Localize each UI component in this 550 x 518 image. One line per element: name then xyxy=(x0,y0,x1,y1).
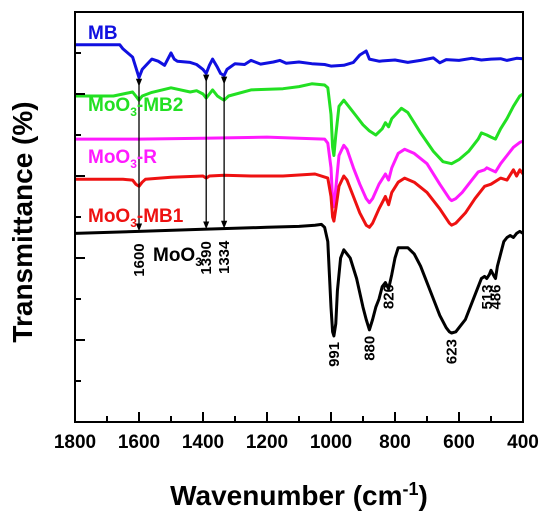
series-label-3: MoO3-MB1 xyxy=(88,206,184,230)
series-label-0: MB xyxy=(88,23,118,44)
peak-label: 513 xyxy=(479,284,496,309)
peak-label: 1334 xyxy=(216,240,233,274)
x-tick-label: 1200 xyxy=(246,432,288,453)
x-tick-label: 600 xyxy=(443,432,475,453)
x-axis-title: Wavenumber (cm-1) xyxy=(170,479,428,511)
x-tick-label: 1000 xyxy=(310,432,352,453)
peak-label: 820 xyxy=(381,284,398,309)
x-tick-label: 1600 xyxy=(118,432,160,453)
arrow-layer xyxy=(135,74,228,232)
peak-label: 486 xyxy=(487,284,504,309)
y-axis-title: Transmittance (%) xyxy=(7,101,38,342)
series-line-2 xyxy=(75,135,524,209)
series-label-2: MoO3-R xyxy=(88,147,157,171)
peak-label: 1390 xyxy=(198,241,215,274)
x-tick-label: 1400 xyxy=(182,432,224,453)
peak-label: 623 xyxy=(444,339,461,364)
series-line-1 xyxy=(75,82,524,166)
series-layer xyxy=(74,43,525,338)
peak-label: 1600 xyxy=(131,243,148,276)
label-layer: MB MoO3-MB2 MoO3-R MoO3-MB1 MoO3 1600 1390 1334… xyxy=(88,23,504,367)
peak-label: 991 xyxy=(326,342,343,367)
peak-label: 880 xyxy=(361,336,378,361)
x-tick-label: 800 xyxy=(379,432,411,453)
series-label-1: MoO3-MB2 xyxy=(88,95,183,119)
series-line-4 xyxy=(74,222,524,338)
tick-layer: 1800 1600 1400 1200 1000 800 600 400 xyxy=(54,52,539,453)
x-tick-label: 400 xyxy=(507,432,539,453)
series-line-0 xyxy=(75,43,524,80)
x-tick-label: 1800 xyxy=(54,432,96,453)
series-label-4: MoO3 xyxy=(153,245,202,269)
